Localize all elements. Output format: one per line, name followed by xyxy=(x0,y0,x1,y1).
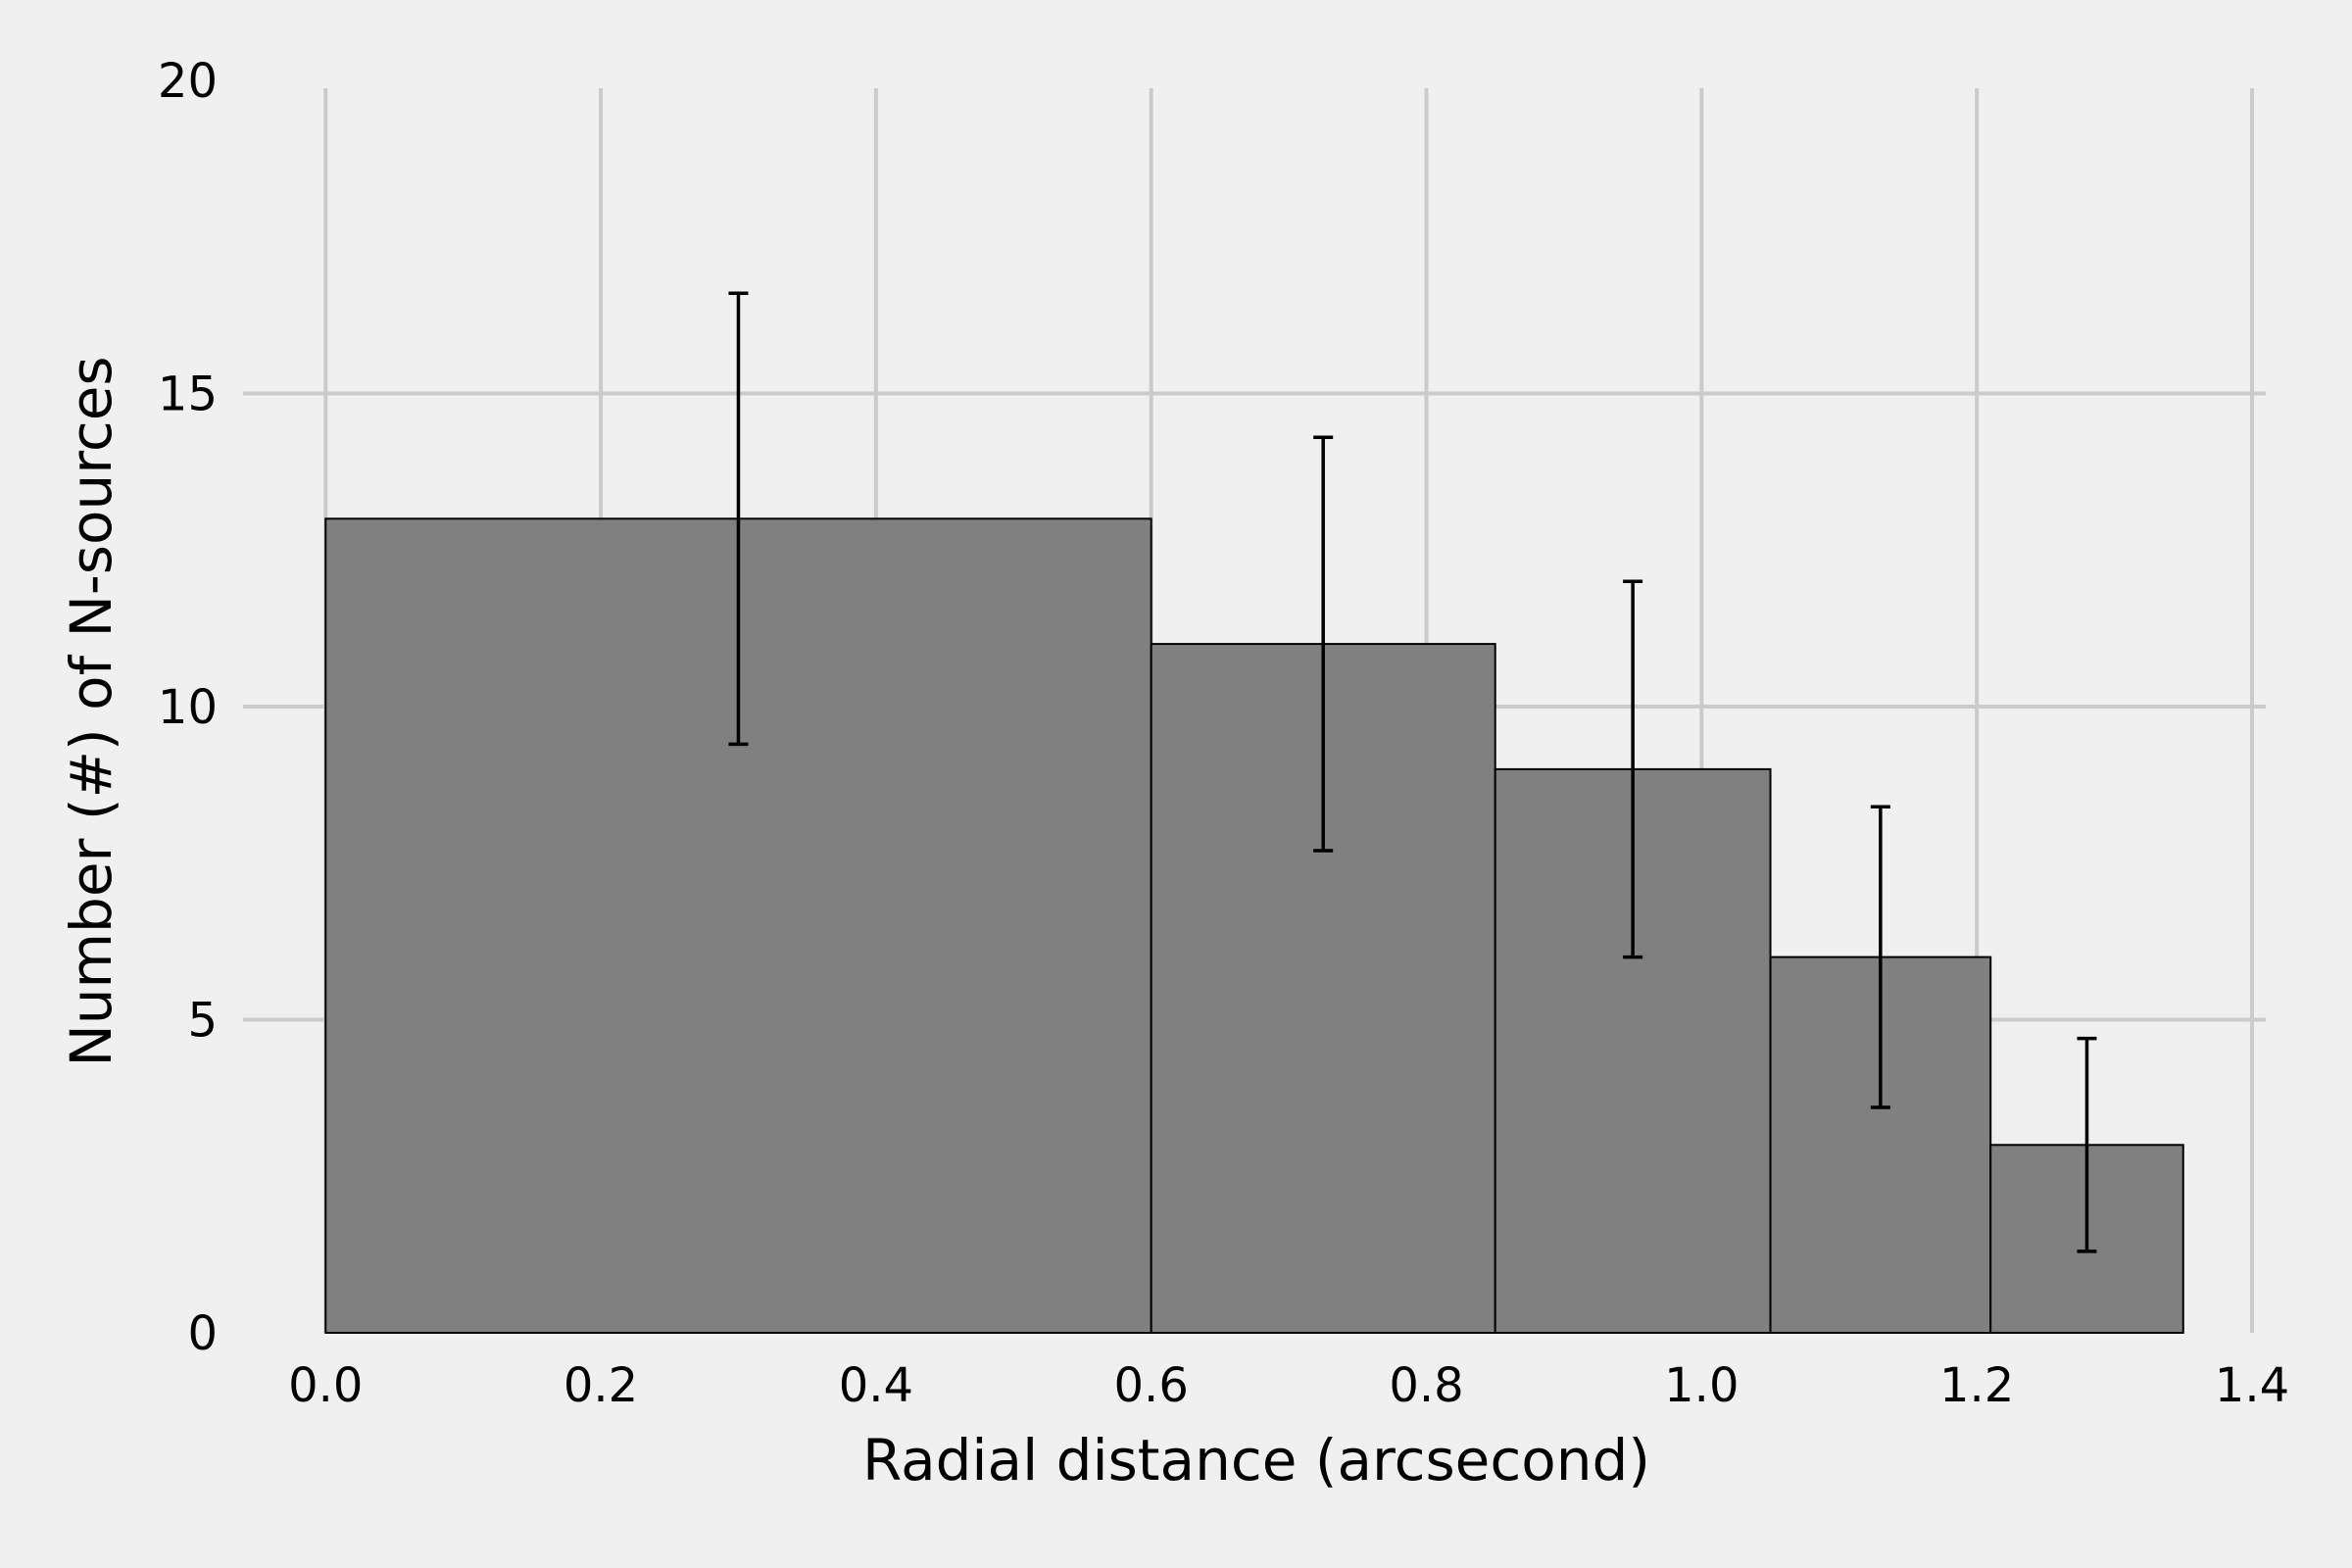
error-bars xyxy=(728,291,2097,1253)
y-tick-label: 10 xyxy=(158,680,218,735)
error-bar xyxy=(1623,579,1643,959)
y-tick-label: 5 xyxy=(187,994,218,1049)
error-bar xyxy=(1313,435,1334,853)
x-tick-label: 0.6 xyxy=(1114,1358,1189,1413)
y-tick-label: 0 xyxy=(187,1306,218,1361)
x-tick-label: 0.2 xyxy=(564,1358,638,1413)
x-tick-label: 0.0 xyxy=(288,1358,363,1413)
tick-labels: 0.0 0.2 0.4 0.6 0.8 1.0 1.2 1.4 0 5 10 15 20 xyxy=(158,54,2289,1413)
x-axis-label: Radial distance (arcsecond) xyxy=(862,1427,1650,1494)
error-bar xyxy=(1870,805,1890,1109)
y-tick-label: 20 xyxy=(158,54,218,109)
error-bar xyxy=(728,291,749,747)
error-bar xyxy=(2077,1036,2097,1253)
x-tick-label: 1.4 xyxy=(2215,1358,2289,1413)
x-tick-label: 0.8 xyxy=(1389,1358,1463,1413)
x-tick-label: 1.0 xyxy=(1664,1358,1739,1413)
x-tick-label: 0.4 xyxy=(839,1358,913,1413)
y-axis-label: Number (#) of N-sources xyxy=(58,356,124,1066)
y-tick-label: 15 xyxy=(158,368,218,422)
x-tick-label: 1.2 xyxy=(1939,1358,2014,1413)
bars xyxy=(324,517,2184,1335)
